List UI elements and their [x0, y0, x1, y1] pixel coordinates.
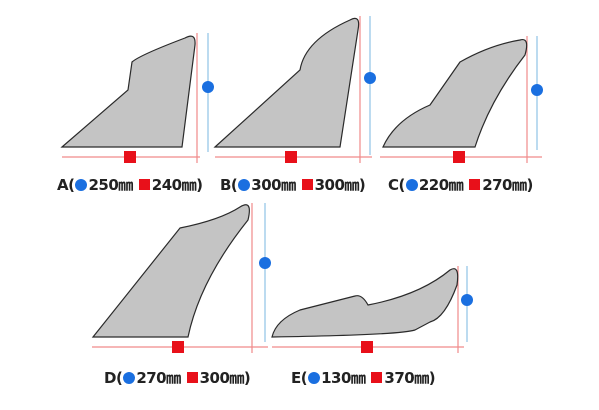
- height-icon: [75, 178, 88, 191]
- shape-d: [91, 204, 250, 338]
- height-icon: [405, 178, 418, 191]
- width-marker: [285, 151, 297, 163]
- label: E(: [291, 368, 308, 387]
- caption: D( 270㎜ 300㎜): [104, 367, 251, 388]
- label: C(: [388, 175, 405, 194]
- width-marker: [361, 341, 373, 353]
- height: 130㎜: [321, 369, 366, 387]
- label: A(: [57, 175, 75, 194]
- width-icon: [469, 179, 481, 190]
- caption: B( 300㎜ 300㎜): [220, 174, 366, 195]
- height-icon: [238, 178, 251, 191]
- height-marker: [202, 81, 214, 93]
- width: 240㎜): [151, 176, 203, 194]
- width-icon: [371, 372, 383, 383]
- height-icon: [123, 371, 136, 384]
- width-icon: [186, 372, 198, 383]
- height-marker: [531, 84, 543, 96]
- width: 370㎜): [384, 369, 436, 387]
- height-icon: [308, 371, 321, 384]
- height-marker: [461, 294, 473, 306]
- label: B(: [220, 175, 238, 194]
- width-marker: [453, 151, 465, 163]
- shape-b: [213, 17, 360, 148]
- caption: C( 220㎜ 270㎜): [388, 174, 533, 195]
- width-icon: [138, 179, 150, 190]
- width: 300㎜): [314, 176, 366, 194]
- width: 300㎜): [199, 369, 251, 387]
- shape-c: [382, 38, 528, 148]
- height-marker: [364, 72, 376, 84]
- caption: E( 130㎜ 370㎜): [291, 367, 436, 388]
- height: 270㎜: [136, 369, 181, 387]
- width-marker: [124, 151, 136, 163]
- height-marker: [259, 257, 271, 269]
- width-marker: [172, 341, 184, 353]
- caption: A( 250㎜ 240㎜): [57, 174, 203, 195]
- width-icon: [301, 179, 313, 190]
- height: 250㎜: [88, 176, 133, 194]
- shape-e: [271, 268, 459, 338]
- height: 300㎜: [251, 176, 296, 194]
- width: 270㎜): [482, 176, 533, 194]
- label: D(: [104, 368, 123, 387]
- shape-a: [60, 35, 196, 148]
- height: 220㎜: [418, 176, 464, 194]
